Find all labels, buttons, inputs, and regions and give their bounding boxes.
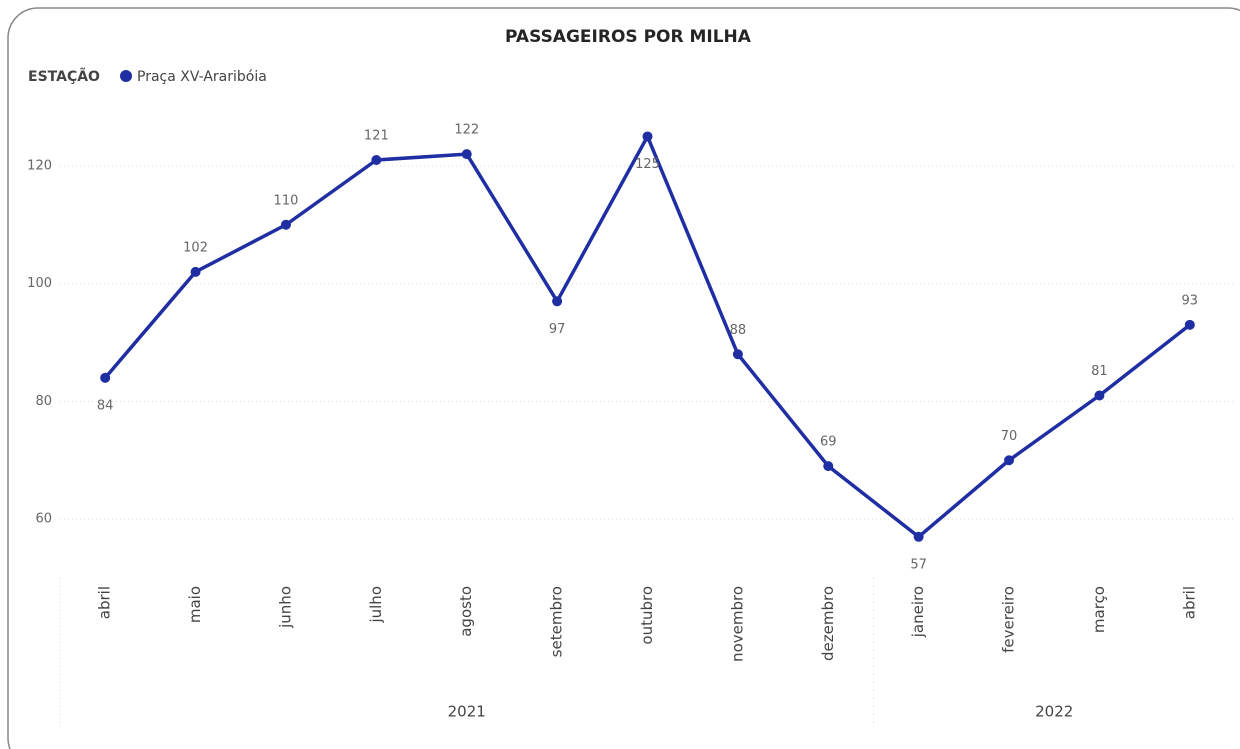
y-tick-label: 80 [35, 394, 52, 409]
data-label: 81 [1091, 364, 1108, 379]
data-label: 84 [97, 398, 114, 413]
data-label: 70 [1001, 429, 1018, 444]
y-tick-label: 120 [27, 158, 52, 173]
y-tick-label: 100 [27, 276, 52, 291]
point [823, 461, 834, 472]
data-label: 125 [635, 157, 660, 172]
x-tick-label: março [1090, 586, 1108, 633]
legend-title: ESTAÇÃO [28, 68, 100, 85]
point [371, 154, 382, 165]
x-tick-label: setembro [548, 586, 566, 657]
card [7, 7, 1240, 749]
legend-marker [120, 70, 132, 82]
x-tick-label: novembro [728, 586, 746, 662]
point [552, 296, 563, 307]
chart-title: PASSAGEIROS POR MILHA [505, 27, 752, 47]
data-label: 122 [454, 123, 479, 138]
data-label: 93 [1182, 293, 1199, 308]
x-tick-label: janeiro [909, 586, 927, 638]
x-tick-label: junho [276, 586, 294, 629]
x-tick-label: abril [1180, 586, 1198, 619]
point [100, 372, 111, 383]
data-label: 97 [549, 322, 566, 337]
point [1094, 390, 1105, 401]
x-tick-label: fevereiro [1000, 586, 1018, 653]
point [461, 149, 472, 160]
point [1184, 319, 1195, 330]
data-label: 121 [364, 128, 389, 143]
point [642, 131, 653, 142]
data-label: 69 [820, 435, 837, 450]
x-tick-label: abril [96, 586, 114, 619]
x-tick-label: julho [367, 586, 385, 624]
data-label: 110 [274, 193, 299, 208]
point [732, 349, 743, 360]
y-tick-label: 60 [35, 512, 52, 527]
point [280, 219, 291, 230]
legend-label: Praça XV-Araribóia [137, 69, 267, 85]
point [913, 531, 924, 542]
x-tick-label: agosto [457, 586, 475, 637]
x-group-label: 2022 [1035, 703, 1073, 721]
data-label: 57 [910, 557, 927, 572]
point [190, 266, 201, 277]
x-tick-label: maio [186, 586, 204, 623]
data-label: 88 [730, 323, 747, 338]
point [1004, 455, 1015, 466]
data-label: 102 [183, 240, 208, 255]
x-group-label: 2021 [448, 703, 486, 721]
x-tick-label: outubro [638, 586, 656, 645]
x-tick-label: dezembro [819, 586, 837, 661]
